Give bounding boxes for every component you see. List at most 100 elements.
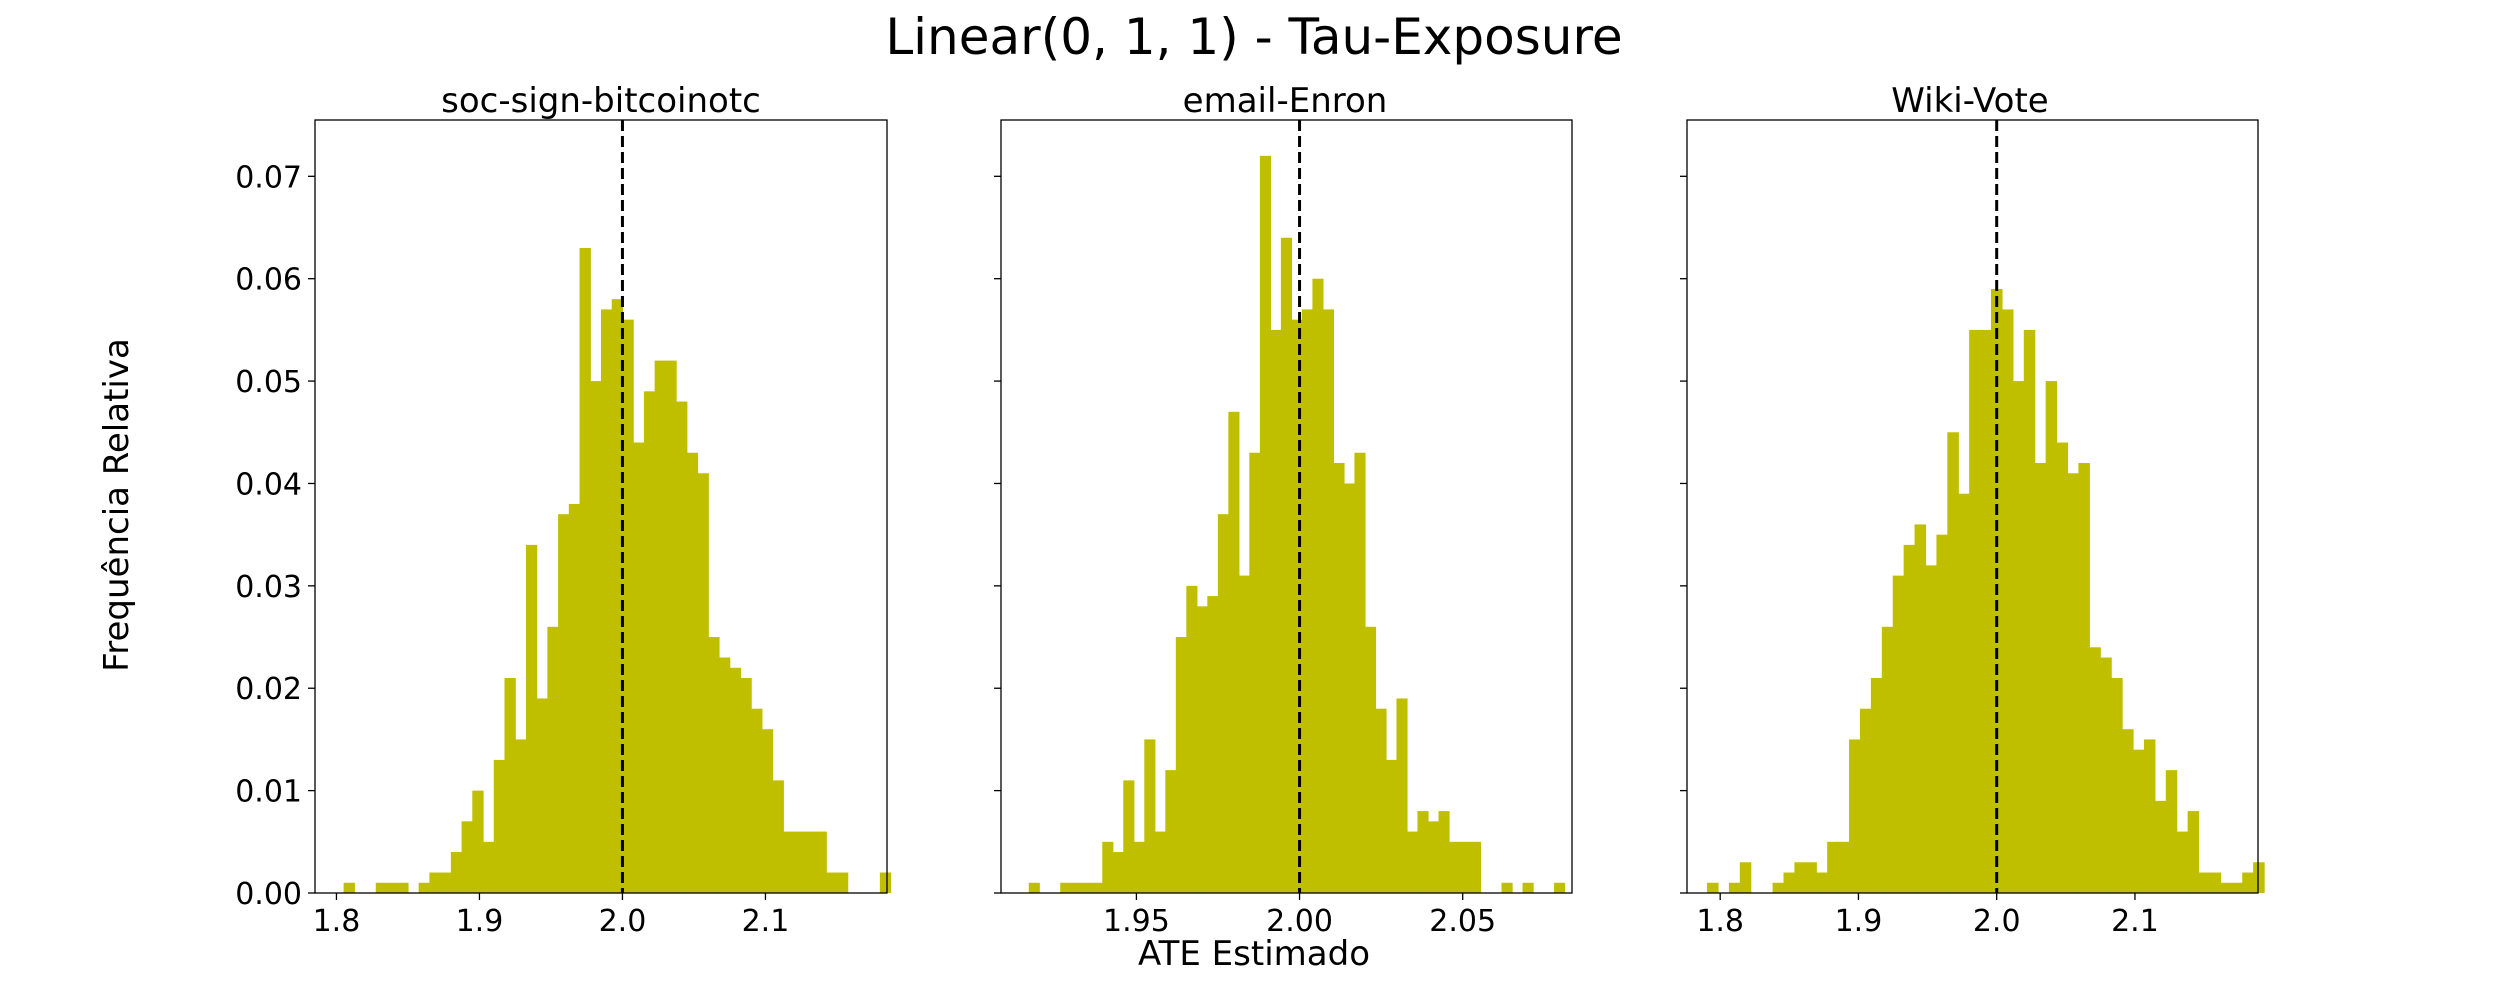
histogram-bar (2209, 872, 2221, 893)
histogram-bar (504, 677, 516, 893)
histogram-bar (1783, 872, 1796, 893)
histogram-bar (2089, 647, 2101, 893)
histogram-bar (1438, 811, 1450, 893)
histogram-bar (1123, 780, 1135, 893)
histogram-bar (1028, 882, 1040, 893)
histogram-bar (418, 882, 430, 893)
y-tick-label: 0.00 (235, 877, 302, 912)
histogram-bar (708, 637, 720, 893)
histogram-bar (815, 831, 827, 893)
histogram-bar (386, 882, 398, 893)
subplot-2: email-Enron 1.95 2.00 2.05 (994, 81, 1573, 939)
histogram-bar (1322, 309, 1335, 893)
histogram-bar (536, 698, 548, 893)
histogram-bar (1102, 841, 1114, 893)
y-tick-label: 0.05 (235, 365, 302, 400)
x-tick-label: 1.9 (1835, 904, 1883, 939)
histogram-bar (1892, 575, 1905, 893)
histogram-bar (1396, 698, 1408, 893)
histogram-bar (1144, 739, 1156, 893)
histogram-bar (461, 821, 473, 893)
histogram-bar (493, 759, 506, 893)
histogram-bar (1707, 882, 1719, 893)
subplot-3: Wiki-Vote 1.8 1.9 2.0 2.1 (1680, 81, 2265, 939)
x-tick-label: 2.0 (1973, 904, 2021, 939)
histogram-bar (1291, 319, 1303, 893)
histogram-bar (1217, 514, 1229, 893)
histogram-bar (1112, 852, 1124, 893)
histogram-bar (1333, 462, 1345, 893)
x-tick-label: 2.05 (1429, 904, 1496, 939)
histogram-bar (1060, 882, 1072, 893)
histogram-bar (1354, 452, 1366, 893)
subplot-title: Wiki-Vote (1891, 81, 2048, 121)
histogram-bar (2045, 381, 2058, 893)
histogram-bar (1259, 155, 1271, 893)
histogram-bar (1870, 677, 1883, 893)
figure-ylabel: Frequência Relativa (97, 338, 137, 672)
histogram-bar (1081, 882, 1093, 893)
histogram-bar (2165, 770, 2178, 893)
x-tick-label: 2.0 (599, 904, 647, 939)
histogram-bar (547, 626, 559, 893)
y-tick-label: 0.06 (235, 263, 302, 298)
histogram-bar (2067, 473, 2079, 893)
histogram-bar (1470, 841, 1482, 893)
subplot-title: email-Enron (1183, 81, 1388, 121)
histogram-bar (2176, 831, 2189, 893)
histogram-bar (2143, 739, 2156, 893)
histogram-bar (1249, 452, 1261, 893)
histogram-bar (794, 831, 806, 893)
histogram-bar (1228, 411, 1240, 893)
histogram-bar (2012, 381, 2025, 893)
histogram-bar (343, 882, 355, 893)
histogram-bar (1375, 708, 1387, 893)
histogram-bar (429, 872, 441, 893)
plot-area: 0.00 0.01 0.02 0.03 0.04 0.05 0.06 0.07 1.8 1.9 2.… (235, 119, 892, 939)
histogram-bar (1554, 882, 1566, 893)
histogram-bar (1417, 811, 1429, 893)
histogram-bar (1947, 432, 1959, 893)
histogram-bar (590, 381, 602, 893)
histogram-bar (2001, 309, 2014, 893)
histogram-bar (718, 657, 731, 893)
histogram-bar (665, 360, 677, 894)
histogram-bar (1154, 831, 1166, 893)
histogram-bar (1270, 329, 1282, 893)
histogram-bar (2034, 462, 2047, 893)
histogram-bar (1903, 544, 1916, 893)
histogram-bar (2122, 729, 2134, 893)
histogram-bar (1186, 585, 1198, 893)
histogram-bar (1739, 862, 1752, 893)
histogram-bar (1175, 637, 1187, 893)
histogram-bar (2154, 800, 2167, 893)
histogram-bar (1501, 882, 1513, 893)
histogram-bar (783, 831, 795, 893)
histogram-bar (2231, 882, 2243, 893)
histogram-bar (1805, 862, 1817, 893)
histogram-bar (1196, 606, 1208, 893)
histogram-bar (2253, 862, 2265, 893)
histogram-bar (1914, 524, 1927, 893)
histogram-bar (1091, 882, 1103, 893)
histogram-bar (525, 544, 538, 893)
histogram-bar (2023, 329, 2036, 893)
histogram-bar (1280, 237, 1292, 894)
subplot-1: soc-sign-bitcoinotc 0.00 0.01 0.02 0.03 0.04… (235, 81, 892, 939)
histogram-bar (397, 882, 409, 893)
histogram-bar (2100, 657, 2112, 893)
histogram-bar (1238, 575, 1250, 893)
histogram-bar (1385, 759, 1398, 893)
histogram-bar (1448, 841, 1461, 893)
histogram-bar (2133, 749, 2145, 893)
histogram-bar (440, 872, 452, 893)
histogram-bar (1459, 841, 1471, 893)
histogram-bar (1969, 329, 1981, 893)
histogram-bar (601, 309, 613, 893)
histogram-bar (1838, 841, 1850, 893)
histogram-bar (375, 882, 388, 893)
histogram-bar (1406, 831, 1419, 893)
histogram-bar (761, 729, 774, 893)
histogram-bar (1936, 534, 1948, 893)
